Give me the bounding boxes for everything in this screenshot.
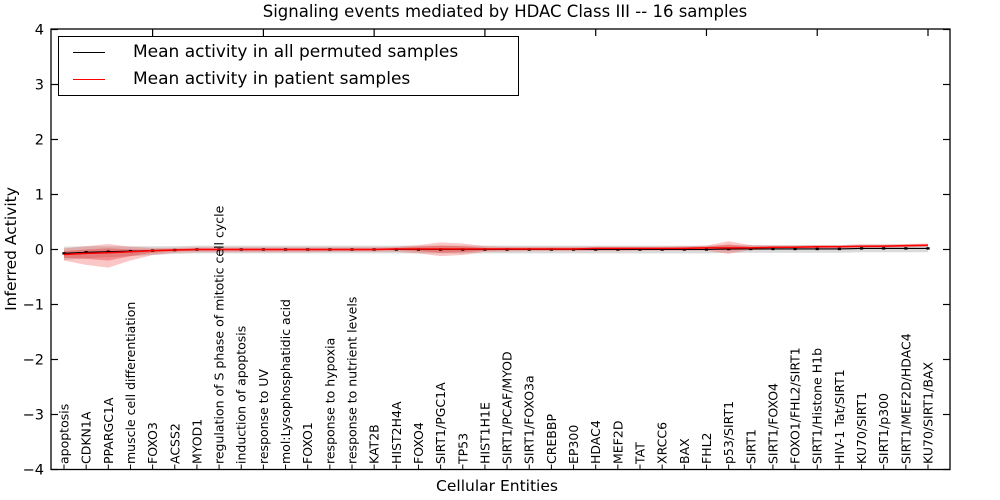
permuted-marker bbox=[660, 248, 664, 251]
x-tick-label: p53/SIRT1 bbox=[721, 401, 736, 464]
patient-mean-line bbox=[63, 244, 929, 256]
x-tick-label: FOXO1 bbox=[300, 422, 315, 464]
legend-item-permuted: Mean activity in all permuted samples bbox=[59, 43, 518, 62]
x-tick-label: induction of apoptosis bbox=[234, 326, 249, 464]
x-tick-label: SIRT1/MEF2D/HDAC4 bbox=[898, 333, 913, 464]
x-tick-label: TP53 bbox=[455, 433, 470, 465]
x-tick-label: HDAC4 bbox=[588, 420, 603, 464]
y-tick-label: −4 bbox=[23, 463, 44, 479]
permuted-marker bbox=[749, 247, 753, 251]
x-axis-label: Cellular Entities bbox=[436, 477, 558, 495]
legend-item-patient: Mean activity in patient samples bbox=[59, 70, 518, 89]
permuted-marker bbox=[815, 247, 819, 251]
y-tick-label: 2 bbox=[35, 133, 44, 149]
x-tick-label: FOXO4 bbox=[411, 422, 426, 464]
permuted-marker bbox=[859, 247, 864, 250]
x-tick-label: FHL2 bbox=[699, 432, 714, 464]
permuted-marker bbox=[882, 247, 886, 250]
permuted-marker bbox=[793, 247, 797, 251]
y-tick-label: 3 bbox=[35, 78, 44, 94]
permuted-marker bbox=[616, 248, 620, 251]
x-tick-label: SIRT1/FOXO3a bbox=[522, 375, 537, 464]
permuted-marker bbox=[926, 247, 930, 250]
x-tick-label: apoptosis bbox=[57, 404, 72, 464]
permuted-marker bbox=[727, 247, 731, 251]
x-tick-label: TAT bbox=[633, 442, 648, 465]
permuted-marker bbox=[704, 248, 709, 251]
x-tick-label: CDKN1A bbox=[79, 411, 94, 464]
x-tick-label: MEF2D bbox=[610, 421, 625, 464]
legend: Mean activity in all permuted samples Me… bbox=[58, 36, 519, 96]
legend-label: Mean activity in all permuted samples bbox=[133, 42, 459, 63]
plot-area: 4 3 2 1 0 −1 −2 −3 −4 apoptosis CDKN1A PPARGC1A musc… bbox=[23, 23, 951, 479]
y-tick-label: −3 bbox=[23, 408, 44, 424]
x-tick-label: regulation of S phase of mitotic cell cy… bbox=[212, 205, 227, 464]
x-tick-label: response to nutrient levels bbox=[345, 297, 360, 464]
x-tick-label: HIST1H1E bbox=[477, 402, 492, 464]
x-tick-label: PPARGC1A bbox=[101, 397, 116, 464]
y-tick-label: −1 bbox=[23, 298, 44, 314]
x-tick-label: SIRT1/PGC1A bbox=[433, 382, 448, 464]
x-tick-label: BAX bbox=[677, 438, 692, 464]
permuted-marker bbox=[682, 248, 686, 251]
y-tick-label: 1 bbox=[35, 188, 44, 204]
x-tick-label: FOXO1/FHL2/SIRT1 bbox=[788, 347, 803, 464]
legend-line-sample-patient bbox=[73, 78, 105, 80]
permuted-marker bbox=[84, 251, 88, 254]
permuted-marker bbox=[837, 247, 841, 251]
permuted-marker bbox=[638, 248, 642, 251]
x-tick-label: mol:Lysophosphatidic acid bbox=[278, 299, 293, 464]
permuted-marker bbox=[594, 248, 598, 251]
x-tick-label: HIST2H4A bbox=[389, 401, 404, 464]
legend-line-sample-permuted bbox=[73, 52, 105, 54]
x-tick-label: SIRT1 bbox=[743, 429, 758, 464]
x-tick-label: SIRT1/p300 bbox=[876, 393, 891, 464]
y-tick-label: −2 bbox=[23, 353, 44, 369]
x-tick-label: SIRT1/PCAF/MYOD bbox=[500, 351, 515, 464]
x-tick-label: CREBBP bbox=[544, 414, 559, 464]
x-tick-label: HIV-1 Tat/SIRT1 bbox=[832, 369, 847, 464]
x-tick-label: response to hypoxia bbox=[322, 338, 337, 464]
legend-label: Mean activity in patient samples bbox=[133, 69, 411, 89]
x-tick-label: FOXO3 bbox=[145, 422, 160, 464]
x-tick-label: SIRT1/Histone H1b bbox=[810, 348, 825, 464]
chart-title: Signaling events mediated by HDAC Class … bbox=[263, 2, 748, 21]
permuted-marker bbox=[62, 252, 66, 255]
x-tick-label: KAT2B bbox=[367, 424, 382, 464]
x-tick-label: SIRT1/FOXO4 bbox=[765, 383, 780, 464]
x-tick-label: muscle cell differentiation bbox=[123, 302, 138, 464]
x-tick-label: ACSS2 bbox=[167, 423, 182, 464]
y-tick-label: 4 bbox=[35, 23, 44, 39]
x-tick-label: XRCC6 bbox=[655, 422, 670, 464]
x-tick-label: MYOD1 bbox=[189, 419, 204, 464]
x-tick-label: response to UV bbox=[256, 369, 271, 464]
permuted-marker bbox=[904, 247, 908, 250]
x-tick-label: KU70/SIRT1 bbox=[854, 392, 869, 464]
x-tick-label: KU70/SIRT1/BAX bbox=[921, 362, 936, 464]
permuted-marker bbox=[771, 247, 775, 251]
permuted-marker bbox=[106, 250, 110, 253]
x-tick-label: EP300 bbox=[566, 425, 581, 464]
y-tick-label: 0 bbox=[35, 243, 44, 259]
y-axis-label: Inferred Activity bbox=[2, 187, 20, 311]
